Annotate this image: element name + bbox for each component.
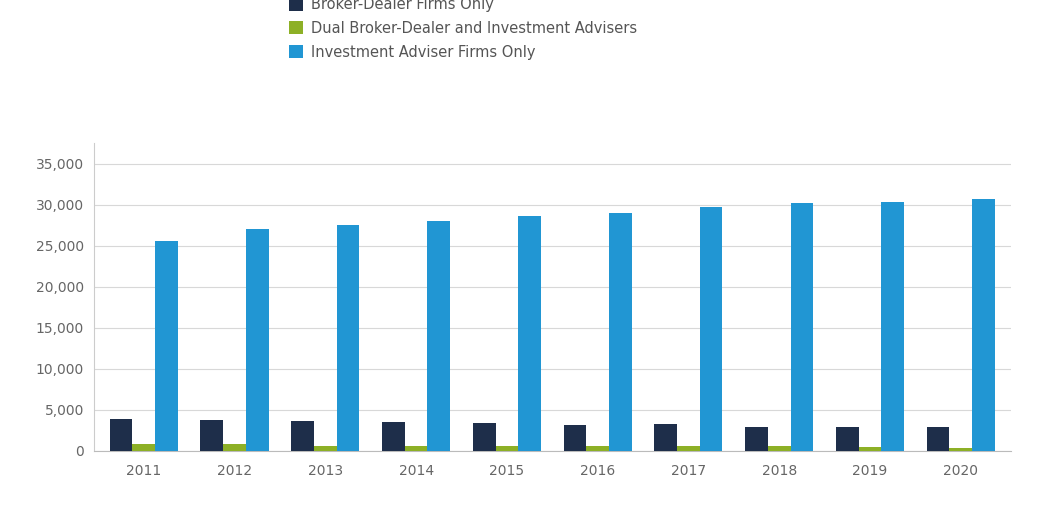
Bar (926, 427, 949, 451)
Bar (246, 229, 269, 451)
Bar (700, 207, 722, 451)
Bar (609, 212, 631, 451)
Bar (518, 216, 541, 451)
Bar (836, 426, 859, 451)
Bar (292, 421, 314, 451)
Bar (677, 446, 700, 451)
Bar (949, 448, 972, 451)
Bar (882, 202, 904, 451)
Bar (155, 241, 178, 451)
Bar (972, 199, 995, 451)
Bar (859, 446, 882, 451)
Bar (564, 425, 587, 451)
Bar (132, 444, 155, 451)
Bar (745, 427, 768, 451)
Bar (223, 443, 246, 451)
Bar (200, 420, 223, 451)
Bar (791, 203, 813, 451)
Bar (473, 423, 496, 451)
Bar (404, 446, 427, 451)
Bar (654, 424, 677, 451)
Bar (768, 446, 791, 451)
Bar (496, 446, 518, 451)
Bar (382, 422, 404, 451)
Bar (427, 221, 450, 451)
Bar (337, 225, 359, 451)
Bar (109, 419, 132, 451)
Bar (314, 446, 337, 451)
Legend: Broker-Dealer Firms Only, Dual Broker-Dealer and Investment Advisers, Investment: Broker-Dealer Firms Only, Dual Broker-De… (289, 0, 637, 59)
Bar (587, 446, 609, 451)
